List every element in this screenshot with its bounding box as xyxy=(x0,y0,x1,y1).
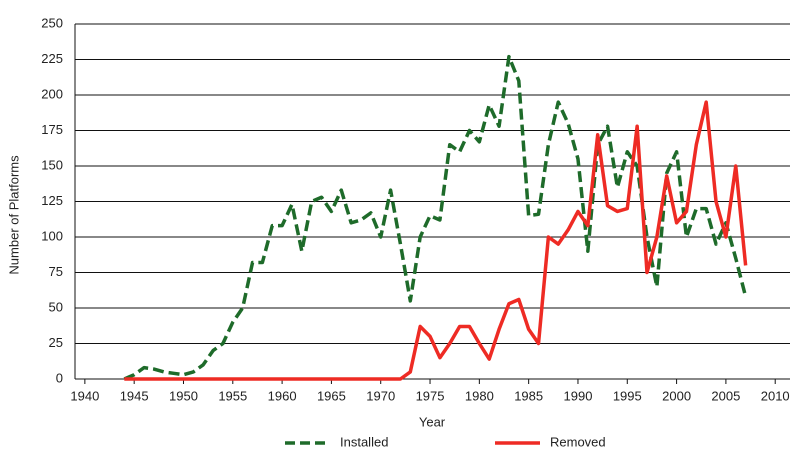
legend-label: Removed xyxy=(550,434,606,449)
y-tick-label: 100 xyxy=(41,228,63,243)
legend-label: Installed xyxy=(340,434,388,449)
y-tick-label: 225 xyxy=(41,51,63,66)
y-tick-label: 25 xyxy=(49,335,63,350)
x-tick-label: 1940 xyxy=(70,388,99,403)
x-tick-label: 1985 xyxy=(514,388,543,403)
x-tick-label: 1955 xyxy=(218,388,247,403)
series-line xyxy=(123,54,748,381)
y-axis-title: Number of Platforms xyxy=(6,155,21,275)
y-tick-label: 200 xyxy=(41,86,63,101)
x-tick-label: 1995 xyxy=(613,388,642,403)
y-tick-label: 175 xyxy=(41,122,63,137)
y-tick-label: 125 xyxy=(41,193,63,208)
x-tick-label: 2005 xyxy=(711,388,740,403)
x-axis-title: Year xyxy=(419,414,446,429)
x-tick-label: 1990 xyxy=(564,388,593,403)
y-tick-label: 50 xyxy=(49,299,63,314)
x-tick-label: 1980 xyxy=(465,388,494,403)
y-tick-label: 250 xyxy=(41,15,63,30)
series-line xyxy=(124,100,748,381)
x-tick-label: 2000 xyxy=(662,388,691,403)
y-tick-label: 150 xyxy=(41,157,63,172)
y-tick-label: 75 xyxy=(49,264,63,279)
x-tick-label: 2010 xyxy=(761,388,790,403)
x-tick-label: 1965 xyxy=(317,388,346,403)
x-tick-label: 1960 xyxy=(268,388,297,403)
y-tick-label: 0 xyxy=(56,370,63,385)
x-tick-label: 1975 xyxy=(416,388,445,403)
x-tick-label: 1945 xyxy=(120,388,149,403)
x-tick-label: 1970 xyxy=(366,388,395,403)
x-tick-label: 1950 xyxy=(169,388,198,403)
